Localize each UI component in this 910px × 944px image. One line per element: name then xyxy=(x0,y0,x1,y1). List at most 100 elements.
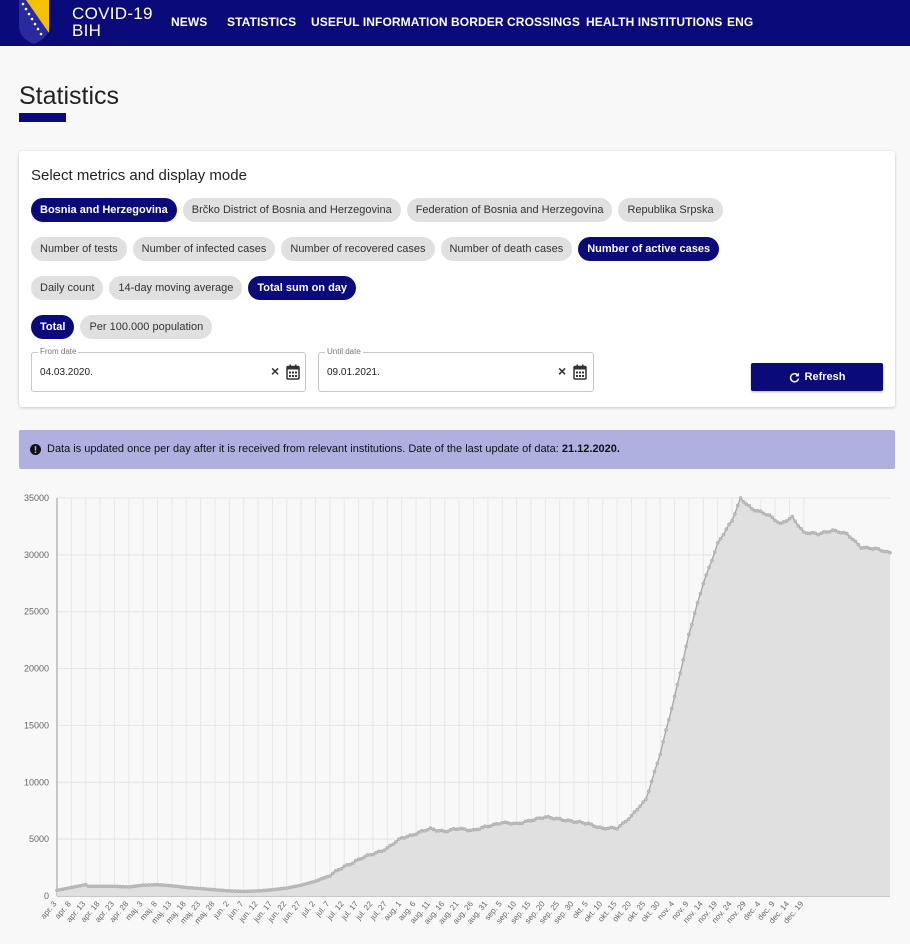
data-point[interactable] xyxy=(661,739,665,744)
data-point[interactable] xyxy=(477,827,482,832)
data-point[interactable] xyxy=(55,888,59,893)
data-point[interactable] xyxy=(672,694,677,699)
data-point[interactable] xyxy=(701,581,706,586)
data-point[interactable] xyxy=(738,496,743,500)
chip-metric-infected[interactable]: Number of infected cases xyxy=(132,237,276,261)
data-point[interactable] xyxy=(853,539,858,544)
data-point[interactable] xyxy=(773,518,777,523)
data-point[interactable] xyxy=(72,885,77,889)
data-point[interactable] xyxy=(646,789,651,794)
data-point[interactable] xyxy=(405,834,410,839)
chip-metric-recovered[interactable]: Number of recovered cases xyxy=(281,237,435,261)
data-point[interactable] xyxy=(721,532,726,537)
from-date-calendar-icon[interactable] xyxy=(286,364,300,380)
data-point[interactable] xyxy=(784,519,789,523)
nav-health-institutions[interactable]: HEALTH INSTITUTIONS xyxy=(586,15,723,29)
data-point[interactable] xyxy=(733,511,737,516)
bih-shield-logo-icon[interactable] xyxy=(18,0,50,44)
chip-region-rs[interactable]: Republika Srpska xyxy=(618,198,723,222)
data-point[interactable] xyxy=(750,507,754,511)
data-point[interactable] xyxy=(655,761,660,766)
data-point[interactable] xyxy=(724,527,729,532)
data-point[interactable] xyxy=(643,797,648,802)
data-point[interactable] xyxy=(296,883,301,888)
nav-border-crossings[interactable]: BORDER CROSSINGS xyxy=(451,15,580,29)
data-point[interactable] xyxy=(463,827,467,832)
until-date-calendar-icon[interactable] xyxy=(573,364,587,380)
data-point[interactable] xyxy=(632,810,637,814)
data-point[interactable] xyxy=(362,855,367,859)
data-point[interactable] xyxy=(810,530,815,535)
data-point[interactable] xyxy=(793,519,798,524)
data-point[interactable] xyxy=(330,871,335,876)
from-date-value[interactable]: 04.03.2020. xyxy=(40,367,93,378)
data-point[interactable] xyxy=(83,882,88,887)
data-point[interactable] xyxy=(342,864,347,869)
data-point[interactable] xyxy=(373,851,378,855)
data-point[interactable] xyxy=(778,521,783,526)
data-point[interactable] xyxy=(770,515,775,520)
data-point[interactable] xyxy=(747,503,752,508)
data-point[interactable] xyxy=(787,516,792,521)
data-point[interactable] xyxy=(339,866,344,871)
data-point[interactable] xyxy=(618,823,622,828)
data-point[interactable] xyxy=(704,573,709,577)
data-point[interactable] xyxy=(796,523,800,528)
data-point[interactable] xyxy=(351,861,355,866)
data-point[interactable] xyxy=(761,511,766,516)
data-point[interactable] xyxy=(850,537,855,542)
data-point[interactable] xyxy=(675,682,680,687)
refresh-button[interactable]: Refresh xyxy=(751,363,883,391)
data-point[interactable] xyxy=(414,832,418,837)
data-point[interactable] xyxy=(695,600,700,605)
data-point[interactable] xyxy=(833,528,838,533)
chip-scale-total[interactable]: Total xyxy=(31,315,75,339)
data-point[interactable] xyxy=(488,824,493,828)
data-point[interactable] xyxy=(827,529,832,534)
data-point[interactable] xyxy=(359,856,364,861)
data-point[interactable] xyxy=(847,535,852,539)
data-point[interactable] xyxy=(371,852,375,857)
from-date-field[interactable]: From date 04.03.2020. × xyxy=(31,347,306,392)
data-point[interactable] xyxy=(692,611,697,616)
data-point[interactable] xyxy=(707,565,711,570)
data-point[interactable] xyxy=(799,526,803,531)
chip-metric-deaths[interactable]: Number of death cases xyxy=(440,237,573,261)
data-point[interactable] xyxy=(790,514,795,519)
data-point[interactable] xyxy=(63,886,68,891)
data-point[interactable] xyxy=(715,541,720,545)
data-point[interactable] xyxy=(876,547,881,551)
until-date-field[interactable]: Until date 09.01.2021. × xyxy=(318,347,594,392)
data-point[interactable] xyxy=(328,874,332,878)
data-point[interactable] xyxy=(712,550,717,554)
nav-useful-information[interactable]: USEFUL INFORMATION xyxy=(311,15,448,29)
nav-language[interactable]: ENG xyxy=(727,15,754,29)
data-point[interactable] xyxy=(425,827,430,832)
nav-news[interactable]: NEWS xyxy=(171,15,208,29)
data-point[interactable] xyxy=(649,779,654,784)
data-point[interactable] xyxy=(623,819,628,824)
data-point[interactable] xyxy=(385,845,390,850)
data-point[interactable] xyxy=(669,706,674,711)
data-point[interactable] xyxy=(735,503,740,508)
chip-region-bih[interactable]: Bosnia and Herzegovina xyxy=(31,198,177,222)
data-point[interactable] xyxy=(589,822,594,827)
data-point[interactable] xyxy=(557,816,562,821)
chip-metric-active[interactable]: Number of active cases xyxy=(578,237,720,261)
data-point[interactable] xyxy=(615,826,619,831)
chip-metric-tests[interactable]: Number of tests xyxy=(31,237,127,261)
data-point[interactable] xyxy=(698,591,703,596)
data-point[interactable] xyxy=(687,632,691,637)
data-point[interactable] xyxy=(813,531,818,536)
chip-mode-total-sum[interactable]: Total sum on day xyxy=(248,276,357,300)
data-point[interactable] xyxy=(741,499,746,504)
data-point[interactable] xyxy=(394,840,398,844)
data-point[interactable] xyxy=(391,842,395,847)
data-point[interactable] xyxy=(718,536,723,541)
data-point[interactable] xyxy=(684,644,688,649)
data-point[interactable] xyxy=(445,829,450,834)
data-point[interactable] xyxy=(744,502,749,507)
data-point[interactable] xyxy=(641,800,645,804)
data-point[interactable] xyxy=(635,807,640,812)
